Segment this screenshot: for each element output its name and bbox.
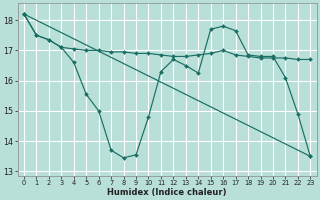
X-axis label: Humidex (Indice chaleur): Humidex (Indice chaleur) xyxy=(108,188,227,197)
